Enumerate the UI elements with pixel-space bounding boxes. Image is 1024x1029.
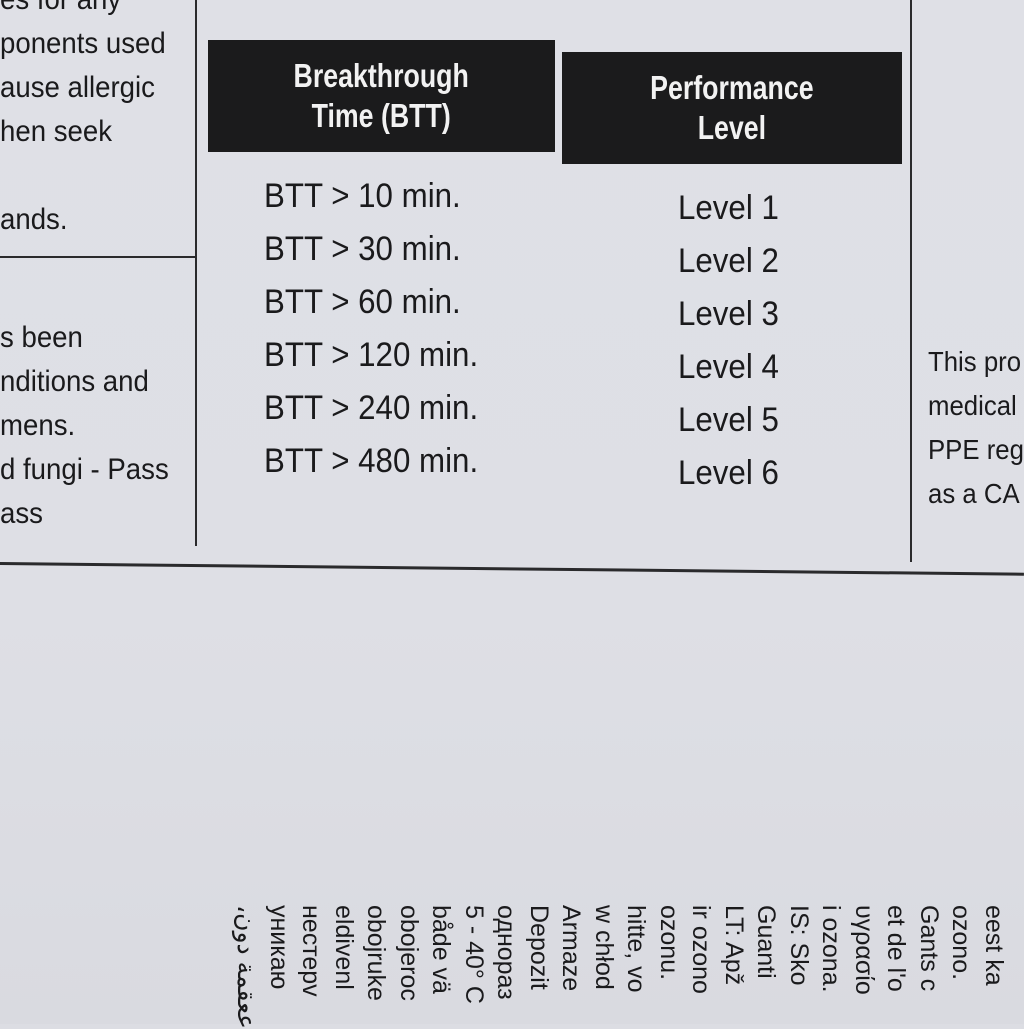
rotated-text-line: obojruke (362, 905, 391, 1001)
rotated-text-line: hitte, vo (622, 905, 651, 993)
section-divider (0, 562, 1024, 576)
rotated-text-line: w chłod (590, 905, 618, 990)
header-line: Breakthrough (293, 57, 470, 94)
left-divider (0, 256, 196, 258)
rotated-multilingual-text: eest ka ozono. Gants c et de l'o υγρασίο i oz… (230, 905, 1010, 1029)
text-line: as a CA (928, 478, 1020, 509)
table-cell: Level 2 (678, 242, 779, 280)
rotated-text-line: 5 - 40° C (460, 905, 488, 1004)
table-cell: Level 3 (678, 295, 779, 333)
table-cell: BTT > 120 min. (264, 336, 479, 374)
rotated-text-line: ozonu. (655, 905, 683, 981)
table-cell: Level 6 (678, 454, 779, 492)
table-cell: BTT > 60 min. (264, 283, 461, 321)
spacer (0, 154, 166, 198)
rotated-text-line: ،ععقمة دون (232, 905, 261, 1029)
table-cell: Level 1 (678, 189, 779, 227)
column-divider-left (195, 0, 197, 546)
table-cell: BTT > 480 min. (264, 442, 479, 480)
btt-column: BTT > 10 min. BTT > 30 min. BTT > 60 min… (264, 170, 478, 488)
left-lower-text: s been nditions and mens. d fungi - Pass… (0, 316, 169, 536)
text-line: ands. (0, 203, 68, 236)
rotated-text-line: Guanti (752, 905, 781, 979)
text-line: ause allergic (0, 71, 155, 104)
right-column-text: This pro medical PPE reg as a CA (928, 340, 1024, 516)
text-line: ass (0, 497, 43, 530)
rotated-text-line: et de l'o (882, 905, 911, 992)
rotated-text-line: obojeroc (395, 905, 423, 1001)
rotated-text-line: ozono. (947, 905, 976, 981)
text-line: medical (928, 390, 1017, 421)
table-header-level: Performance Level (562, 52, 902, 164)
rotated-text-line: уникаю (265, 905, 293, 990)
rotated-text-line: IS: Sko (785, 905, 813, 986)
rotated-text-line: i ozona. (817, 905, 846, 993)
header-line: Level (697, 109, 767, 146)
left-upper-text: es for any ponents used ause allergic he… (0, 0, 166, 242)
rotated-text-line: LT: Apž (720, 905, 748, 986)
rotated-text-line: однораз (492, 905, 521, 1000)
table-header-btt: Breakthrough Time (BTT) (208, 40, 555, 152)
rotated-text-line: Gants c (915, 905, 943, 992)
rotated-text-line: Armaze (557, 905, 586, 992)
rotated-text-line: eest ka (980, 905, 1008, 986)
rotated-text-line: både vä (427, 905, 456, 994)
level-column: Level 1 Level 2 Level 3 Level 4 Level 5 … (678, 182, 779, 500)
rotated-text-line: Depozit (525, 905, 553, 990)
table-cell: BTT > 240 min. (264, 389, 479, 427)
text-line: es for any (0, 0, 166, 22)
table-cell: Level 4 (678, 348, 779, 386)
text-line: d fungi - Pass (0, 453, 169, 486)
text-line: hen seek (0, 115, 113, 148)
text-line: PPE reg (928, 434, 1024, 465)
text-line: nditions and (0, 365, 149, 398)
table-cell: Level 5 (678, 401, 779, 439)
header-line: Time (BTT) (311, 97, 452, 134)
rotated-text-line: eldivenl (330, 905, 358, 990)
header-line: Performance (650, 69, 814, 106)
rotated-text-line: ir ozono (687, 905, 716, 994)
column-divider-right (910, 0, 912, 562)
text-line: ponents used (0, 27, 166, 60)
text-line: s been (0, 321, 83, 354)
table-cell: BTT > 10 min. (264, 177, 461, 215)
rotated-text-line: υγρασίο (850, 905, 878, 995)
table-cell: BTT > 30 min. (264, 230, 461, 268)
rotated-text-line: нестерv (297, 905, 326, 997)
text-line: mens. (0, 409, 76, 442)
text-line: This pro (928, 346, 1022, 377)
